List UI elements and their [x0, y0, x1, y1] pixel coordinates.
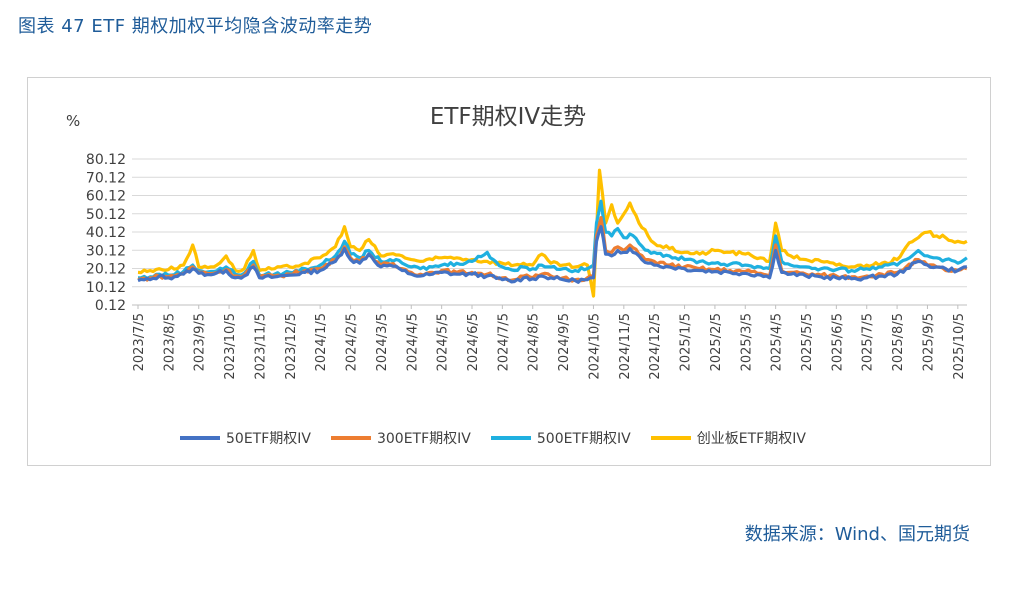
x-tick-label: 2024/10/5 [587, 313, 602, 380]
legend-swatch-300etf [330, 436, 371, 440]
x-tick-label: 2023/12/5 [284, 313, 299, 380]
x-tick-label: 2025/8/5 [891, 313, 906, 371]
legend-item-chinext: 创业板ETF期权IV [650, 428, 806, 448]
chart-title: ETF期权IV走势 [429, 104, 587, 130]
x-tick-label: 2023/11/5 [253, 313, 268, 380]
x-tick-label: 2023/7/5 [132, 313, 147, 371]
legend-label-300etf: 300ETF期权IV [376, 431, 471, 447]
x-tick-label: 2024/5/5 [436, 313, 451, 371]
y-tick-label: 80.12 [86, 152, 126, 168]
legend-item-300etf: 300ETF期权IV [330, 428, 471, 448]
x-tick-label: 2025/4/5 [770, 313, 785, 371]
x-tick-label: 2025/3/5 [739, 313, 754, 371]
legend-item-50etf: 50ETF期权IV [180, 428, 311, 448]
x-tick-label: 2025/6/5 [830, 313, 845, 371]
y-tick-label: 20.12 [86, 262, 126, 278]
series-line [137, 216, 968, 283]
data-source: 数据来源：Wind、国元期货 [744, 524, 970, 545]
x-tick-label: 2024/8/5 [527, 313, 542, 371]
legend-swatch-50etf [180, 436, 220, 440]
y-tick-label: 30.12 [86, 243, 126, 259]
x-tick-label: 2024/6/5 [466, 313, 481, 371]
x-tick-label: 2025/2/5 [709, 313, 724, 371]
x-tick-label: 2025/5/5 [800, 313, 815, 371]
x-tick-label: 2024/3/5 [375, 313, 390, 371]
x-tick-label: 2024/7/5 [496, 313, 511, 371]
legend-label-50etf: 50ETF期权IV [226, 431, 311, 447]
x-tick-label: 2024/4/5 [405, 313, 420, 371]
x-tick-label: 2024/1/5 [314, 313, 329, 371]
legend-label-500etf: 500ETF期权IV [536, 431, 631, 447]
y-axis-unit: % [66, 112, 81, 130]
x-tick-label: 2024/2/5 [345, 313, 360, 371]
legend-label-chinext: 创业板ETF期权IV [696, 431, 806, 447]
x-tick-label: 2023/8/5 [162, 313, 177, 371]
legend-swatch-500etf [490, 436, 531, 440]
x-tick-label: 2023/9/5 [193, 313, 208, 371]
x-tick-label: 2024/12/5 [648, 313, 663, 380]
x-tick-label: 2025/10/5 [952, 313, 967, 380]
figure-title: 图表 47 ETF 期权加权平均隐含波动率走势 [18, 16, 373, 37]
legend-item-500etf: 500ETF期权IV [490, 428, 631, 448]
x-tick-label: 2025/1/5 [679, 313, 694, 371]
x-tick-label: 2024/11/5 [618, 313, 633, 380]
x-tick-label: 2024/9/5 [557, 313, 572, 371]
y-tick-label: 70.12 [86, 170, 126, 186]
x-tick-label: 2025/9/5 [921, 313, 936, 371]
series-line [137, 168, 968, 298]
x-tick-label: 2023/10/5 [223, 313, 238, 380]
y-tick-label: 10.12 [86, 280, 126, 296]
y-tick-label: 40.12 [86, 225, 126, 241]
legend-swatch-chinext [650, 436, 691, 440]
series-line [137, 225, 967, 284]
chart-legend: 50ETF期权IV 300ETF期权IV 500ETF期权IV 创业板ETF期权… [180, 428, 806, 448]
y-tick-label: 50.12 [86, 207, 126, 223]
y-tick-label: 0.12 [95, 298, 126, 314]
series-line [138, 199, 968, 280]
y-tick-label: 60.12 [86, 189, 126, 205]
x-tick-label: 2025/7/5 [861, 313, 876, 371]
